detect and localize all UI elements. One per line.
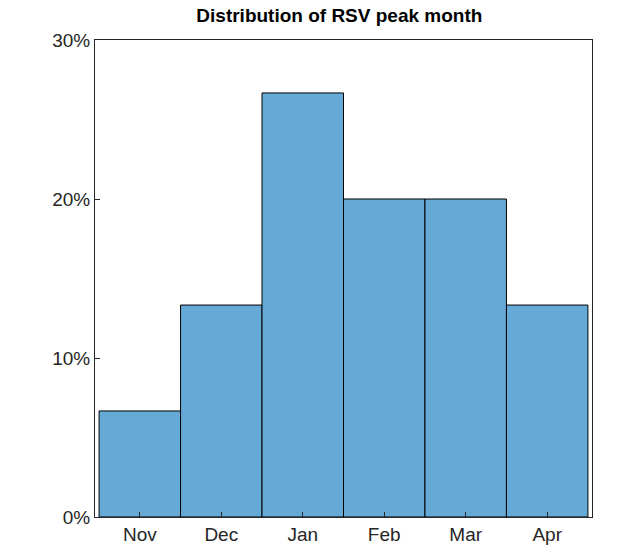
- svg-text:Dec: Dec: [204, 524, 238, 545]
- svg-text:0%: 0%: [63, 507, 91, 528]
- svg-text:30%: 30%: [52, 30, 90, 51]
- svg-text:Mar: Mar: [449, 524, 482, 545]
- svg-text:Apr: Apr: [532, 524, 562, 545]
- svg-text:Feb: Feb: [368, 524, 401, 545]
- svg-text:10%: 10%: [52, 348, 90, 369]
- svg-text:Distribution of RSV peak month: Distribution of RSV peak month: [196, 5, 482, 26]
- svg-text:20%: 20%: [52, 189, 90, 210]
- svg-text:Nov: Nov: [123, 524, 157, 545]
- svg-text:Jan: Jan: [287, 524, 318, 545]
